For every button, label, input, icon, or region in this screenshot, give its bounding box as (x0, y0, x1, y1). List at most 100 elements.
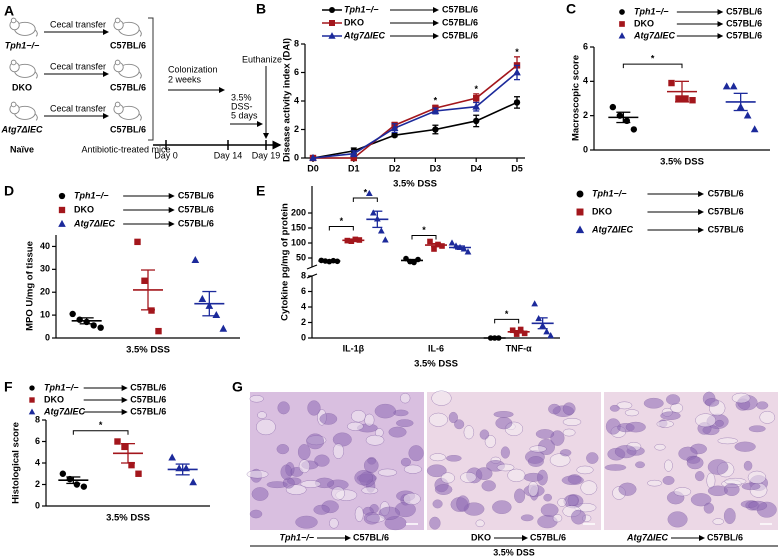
crypt (666, 394, 681, 405)
crypt (365, 434, 385, 446)
y-tick-label: 4 (301, 301, 306, 311)
crypt (562, 402, 576, 416)
crypt (460, 471, 477, 483)
crypt (300, 480, 322, 488)
significance-bracket (72, 430, 129, 435)
point (309, 153, 317, 161)
transfer-label: Cecal transfer (50, 19, 106, 29)
crypt (690, 493, 712, 507)
crypt (249, 395, 264, 403)
crypt (694, 471, 705, 482)
crypt (306, 433, 325, 450)
y-tick-label: 6 (301, 286, 306, 296)
crypt (350, 409, 366, 423)
crypt (717, 437, 738, 445)
crypt (297, 444, 311, 460)
y-tick-label: 150 (291, 222, 306, 232)
y-tick-label: 2 (583, 110, 588, 120)
crypt (562, 417, 582, 426)
y-tick-label: 10 (40, 309, 50, 319)
x-axis-label: 3.5% DSS (393, 179, 437, 190)
recipient-mouse (113, 59, 142, 79)
schema: Tph1−/− DKO Atg7ΔIEC Cecal transfer Ceca… (0, 17, 282, 160)
legend-marker (619, 21, 625, 27)
series-line (312, 71, 518, 159)
point (390, 123, 399, 131)
point (439, 243, 445, 249)
point (73, 481, 81, 488)
legend-marker (58, 206, 66, 214)
y-tick-label: 8 (294, 38, 299, 48)
x-axis-label: 3.5% DSS (414, 359, 458, 370)
crypt (434, 484, 453, 495)
point (114, 438, 121, 445)
legend-marker (329, 7, 335, 13)
crypt (540, 503, 559, 517)
point (675, 95, 682, 102)
legend-marker (619, 9, 625, 15)
y-tick-label: 30 (40, 264, 50, 274)
crypt (723, 483, 740, 497)
crypt (388, 426, 407, 438)
significance-label: * (651, 54, 655, 64)
point (432, 126, 439, 133)
point (543, 328, 551, 335)
significance-bracket (352, 197, 378, 202)
crypt (354, 470, 374, 486)
crypt (562, 428, 576, 437)
x-axis-label: 3.5% DSS (126, 345, 170, 356)
crypt (276, 444, 290, 455)
y-tick-label: 0 (35, 500, 40, 510)
point (141, 277, 148, 284)
donor-label: DKO (12, 82, 32, 92)
crypt (314, 454, 330, 467)
crypt (748, 500, 768, 511)
recipient-mouse (113, 17, 142, 37)
crypt (660, 411, 681, 421)
crypt (446, 454, 462, 462)
point (59, 470, 67, 477)
group-label: C57BL/6 (530, 532, 566, 542)
x-tick-label: TNF-α (506, 343, 532, 353)
y-axis-label: Cytokine pg/mg of protein (280, 203, 291, 321)
crypt (527, 481, 539, 497)
crypt (374, 403, 397, 419)
crypt (570, 509, 586, 525)
y-tick-label: 0 (301, 332, 306, 342)
donor-label: Tph1−/− (5, 40, 40, 50)
crypt (475, 467, 493, 481)
day-label: Day 14 (214, 150, 243, 160)
crypt (703, 502, 715, 514)
crypt (431, 390, 452, 406)
crypt (454, 419, 465, 430)
group-label: Atg7ΔIEC (626, 532, 669, 542)
legend-marker (29, 397, 35, 403)
phase-label: Euthanize (242, 54, 282, 64)
transfer-label: Cecal transfer (50, 103, 106, 113)
point (431, 246, 437, 252)
y-tick-label: 6 (294, 67, 299, 77)
x-tick-label: IL-6 (428, 343, 444, 353)
crypt (361, 486, 379, 495)
phase-label: 3.5% (231, 92, 252, 102)
legend-marker (58, 219, 66, 227)
crypt (673, 487, 692, 497)
crypt (712, 518, 724, 525)
point (531, 300, 539, 307)
point (729, 82, 738, 90)
panel-label: B (256, 1, 266, 17)
y-tick-label: 4 (583, 76, 588, 86)
recipient-label: C57BL/6 (110, 124, 146, 134)
crypt (347, 421, 364, 431)
point (168, 453, 177, 461)
point (155, 327, 162, 335)
recipient-label: C57BL/6 (110, 40, 146, 50)
point (448, 239, 456, 246)
y-tick-label: 2 (35, 479, 40, 489)
point (128, 461, 135, 469)
significance-bracket (494, 318, 520, 324)
series-line (312, 101, 518, 159)
legend-label: C57BL/6 (178, 190, 214, 200)
legend-label: C57BL/6 (726, 6, 762, 16)
crypt (429, 516, 441, 530)
